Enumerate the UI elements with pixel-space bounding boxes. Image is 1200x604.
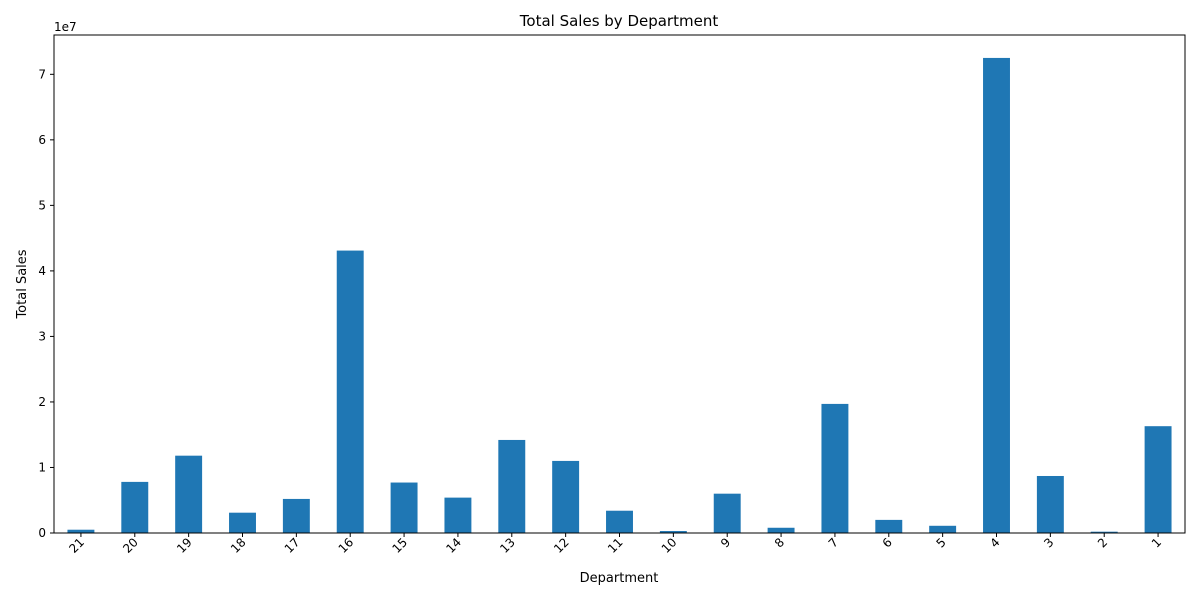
x-tick-label: 4 — [987, 535, 1002, 550]
x-tick-label: 19 — [174, 535, 195, 556]
bar-department-3 — [1036, 475, 1064, 533]
x-tick-label: 10 — [659, 535, 680, 556]
bar-department-16 — [336, 250, 364, 533]
y-tick-label: 1 — [38, 460, 46, 474]
x-tick-label: 14 — [443, 535, 464, 556]
bar-department-10 — [659, 531, 687, 533]
y-axis-label: Total Sales — [15, 249, 30, 319]
y-axis: 0 1 2 3 4 5 6 7 — [38, 67, 54, 540]
x-tick-label: 12 — [551, 535, 572, 556]
y-tick-label: 5 — [38, 198, 46, 212]
bar-department-2 — [1090, 531, 1118, 533]
bar-department-1 — [1144, 426, 1172, 533]
x-tick-label: 2 — [1095, 535, 1110, 550]
y-tick-label: 2 — [38, 395, 46, 409]
bars-group — [67, 57, 1172, 534]
x-axis-label: Department — [580, 571, 659, 586]
bar-department-9 — [713, 493, 741, 533]
x-tick-label: 16 — [336, 535, 357, 556]
bar-department-7 — [821, 403, 849, 533]
chart-title: Total Sales by Department — [519, 12, 719, 30]
x-axis: 21 20 19 18 17 16 15 14 13 12 11 10 9 8 7 6 5 4 3 2 1 — [66, 533, 1164, 556]
x-tick-label: 3 — [1041, 535, 1056, 550]
x-tick-label: 6 — [880, 535, 895, 550]
x-tick-label: 17 — [282, 535, 303, 556]
x-tick-label: 15 — [389, 535, 410, 556]
bar-department-5 — [929, 525, 957, 533]
bar-department-13 — [498, 439, 526, 533]
bar-department-14 — [444, 497, 472, 533]
x-tick-label: 11 — [605, 535, 626, 556]
y-tick-label: 7 — [38, 67, 46, 81]
x-tick-label: 9 — [718, 535, 733, 550]
y-tick-label: 3 — [38, 329, 46, 343]
bar-department-4 — [983, 57, 1010, 534]
y-tick-label: 4 — [38, 264, 46, 278]
plot-frame — [53, 34, 1186, 534]
bar-department-6 — [875, 519, 903, 533]
x-tick-label: 21 — [66, 535, 87, 556]
bar-department-21 — [67, 529, 95, 533]
y-tick-label: 0 — [38, 526, 46, 540]
x-tick-label: 20 — [120, 535, 141, 556]
bar-department-19 — [175, 455, 203, 533]
x-tick-label: 18 — [228, 535, 249, 556]
bar-department-18 — [229, 512, 256, 533]
x-tick-label: 1 — [1149, 535, 1164, 550]
bar-department-20 — [121, 481, 149, 533]
bar-department-11 — [606, 510, 633, 533]
y-tick-label: 6 — [38, 133, 46, 147]
x-tick-label: 5 — [933, 535, 948, 550]
bar-department-15 — [390, 482, 418, 533]
x-tick-label: 7 — [826, 535, 841, 550]
y-offset-label: 1e7 — [54, 20, 77, 34]
bar-department-12 — [552, 460, 580, 533]
bar-department-8 — [767, 527, 795, 533]
bar-department-17 — [282, 498, 310, 533]
x-tick-label: 8 — [772, 535, 787, 550]
x-tick-label: 13 — [497, 535, 518, 556]
